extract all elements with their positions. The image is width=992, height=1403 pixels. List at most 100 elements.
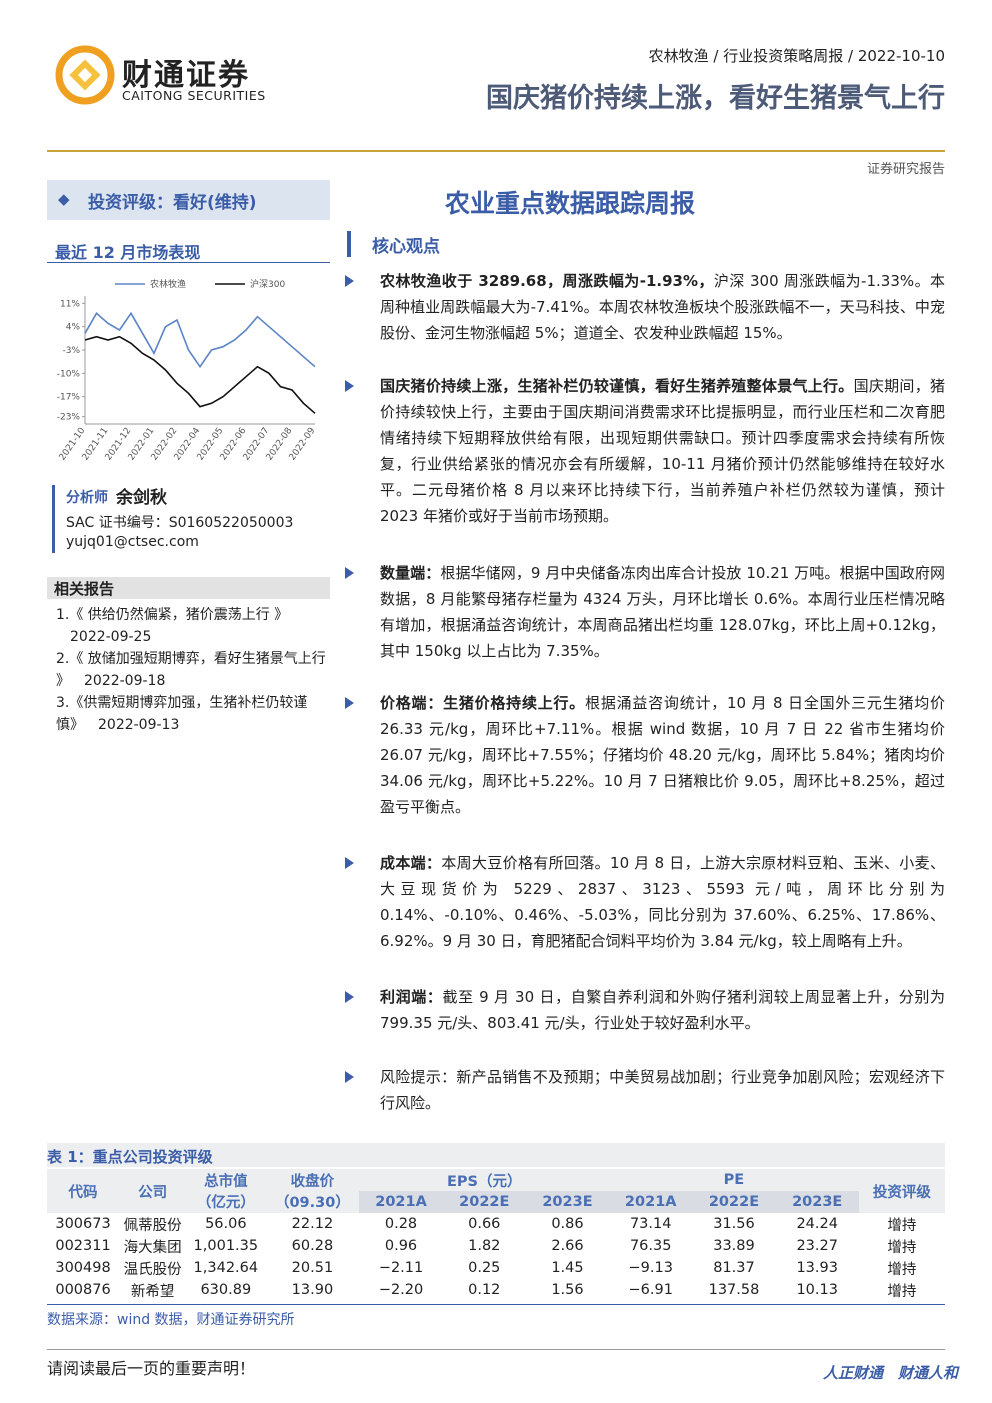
bullet-arrow — [345, 380, 354, 392]
header-cell: 投资评级 — [858, 1169, 945, 1213]
table-cell: 20.51 — [291, 1260, 334, 1276]
table-cell: 增持 — [887, 1261, 917, 1278]
logo-icon — [55, 45, 115, 105]
related-item: 1.《 供给仍然偏紧，猪价震荡上行 》 2022-09-25 — [56, 604, 328, 648]
table-cell: 60.28 — [291, 1238, 334, 1254]
related-date: 2022-09-18 — [84, 673, 166, 689]
y-tick-label: -3% — [62, 346, 80, 356]
section-title: 核心观点 — [372, 237, 440, 257]
table-cell: 73.14 — [629, 1216, 672, 1232]
table-cell: 1,342.64 — [193, 1260, 259, 1276]
bullet-body: 国庆期间，猪价持续较快上行，主要由于国庆期间消费需求环比提振明显，而行业压栏和二… — [380, 377, 945, 525]
related-date: 2022-09-25 — [70, 629, 152, 645]
header-cell: 公司 — [119, 1169, 187, 1213]
analyst-email: yujq01@ctsec.com — [66, 534, 199, 550]
table-row: 000876 新希望 630.89 13.90 −2.20 0.12 1.56 −6.91 13… — [47, 1279, 945, 1301]
rating-icon: ◆ — [58, 190, 70, 208]
footer-notice: 请阅读最后一页的重要声明！ — [47, 1359, 256, 1378]
table-rule — [47, 1304, 945, 1305]
bullet-text: 利润端：截至 9 月 30 日，自繁自养利润和外购仔猪利润较上周显著上升，分别为… — [380, 984, 945, 1036]
table-cell: −2.20 — [378, 1282, 424, 1298]
table-cell: 24.24 — [796, 1216, 838, 1232]
footer-slogan: 人正财通 财通人和 — [822, 1364, 958, 1382]
y-tick-label: -17% — [57, 393, 81, 403]
table-cell: 002311 — [55, 1238, 111, 1254]
rating-box — [47, 180, 330, 220]
header-line: （亿元） — [196, 1195, 255, 1211]
logo-cn: 财通证券 — [122, 58, 250, 93]
header-cell: PE — [609, 1169, 859, 1191]
bullet-lead: 农林牧渔收于 3289.68，周涨跌幅为-1.93%， — [380, 272, 714, 290]
bullet-text: 成本端：本周大豆价格有所回落。10 月 8 日，上游大宗原材料豆粕、玉米、小麦、… — [380, 850, 945, 954]
table-cell: 1.82 — [468, 1238, 501, 1254]
table-cell: 56.06 — [205, 1216, 247, 1232]
header-cell: EPS（元） — [359, 1169, 610, 1191]
bullet-lead: 国庆猪价持续上涨，生猪补栏仍较谨慎，看好生猪养殖整体景气上行。 — [380, 377, 854, 395]
table-cell: 0.12 — [468, 1282, 501, 1298]
main-title: 农业重点数据跟踪周报 — [444, 189, 695, 218]
y-tick-label: 11% — [60, 299, 80, 309]
y-tick-label: 4% — [66, 323, 81, 333]
bullet: 成本端：本周大豆价格有所回落。10 月 8 日，上游大宗原材料豆粕、玉米、小麦、… — [345, 850, 945, 954]
bullet-text: 农林牧渔收于 3289.68，周涨跌幅为-1.93%，沪深 300 周涨跌幅为-… — [380, 268, 945, 346]
y-tick-label: -23% — [57, 413, 81, 423]
bullet-arrow — [345, 275, 354, 287]
legend-label: 农林牧渔 — [150, 278, 186, 290]
table-cell: 76.35 — [629, 1238, 672, 1254]
table-cell: 81.37 — [713, 1260, 755, 1276]
bullet-arrow — [345, 567, 354, 579]
table-cell: 0.66 — [468, 1216, 501, 1232]
legend-label: 沪深300 — [250, 278, 285, 290]
chart-rule — [47, 262, 330, 263]
header-cell: 总市值 （亿元） — [186, 1169, 266, 1213]
table-row: 300673 佩蒂股份 56.06 22.12 0.28 0.66 0.86 73.14 31.… — [47, 1213, 945, 1235]
bullet: 风险提示：新产品销售不及预期；中美贸易战加剧；行业竞争加剧风险；宏观经济下行风险… — [345, 1064, 945, 1116]
footer-rule — [47, 1349, 945, 1350]
bullet-text: 价格端：生猪价格持续上行。根据涌益咨询统计，10 月 8 日全国外三元生猪均价 … — [380, 690, 945, 820]
doc-type: 证券研究报告 — [866, 162, 945, 177]
header-cell: 代码 — [47, 1169, 120, 1213]
table-cell: −2.11 — [378, 1260, 424, 1276]
header-cell: 2021A — [609, 1191, 693, 1213]
analyst-bar — [52, 485, 55, 553]
series-line — [84, 311, 316, 369]
table-cell: 13.90 — [291, 1282, 334, 1298]
rating-table: 代码 公司 总市值 （亿元） 收盘价 （09.30） EPS（元） PE 投资评级 2021A 20… — [47, 1169, 945, 1301]
bullet-lead: 利润端： — [380, 988, 443, 1006]
table-cell: 10.13 — [796, 1282, 838, 1298]
header-cell: 2022E — [692, 1191, 776, 1213]
bullet-arrow — [345, 857, 354, 869]
bullet-body: 根据涌益咨询统计，10 月 8 日全国外三元生猪均价 26.33 元/kg，周环… — [380, 694, 946, 816]
bullet: 国庆猪价持续上涨，生猪补栏仍较谨慎，看好生猪养殖整体景气上行。国庆期间，猪价持续… — [345, 373, 945, 529]
table-cell: 23.27 — [796, 1238, 838, 1254]
table-cell: 33.89 — [713, 1238, 755, 1254]
table-cell: 22.12 — [291, 1216, 334, 1232]
header-row: 2021A 2022E 2023E 2021A 2022E 2023E — [47, 1191, 945, 1213]
bullet-body: 截至 9 月 30 日，自繁自养利润和外购仔猪利润较上周显著上升，分别为 799… — [380, 988, 945, 1032]
table-cell: 1,001.35 — [193, 1238, 259, 1254]
y-tick-label: -10% — [57, 369, 81, 379]
section-bar — [347, 231, 351, 257]
table-cell: 0.28 — [384, 1216, 418, 1232]
related-date: 2022-09-13 — [98, 717, 180, 733]
table-cell: 佩蒂股份 — [123, 1217, 182, 1234]
header-rule — [47, 150, 945, 152]
series-line — [84, 335, 316, 414]
related-title: 1.《 供给仍然偏紧，猪价震荡上行 》 — [56, 607, 289, 623]
table-cell: 0.25 — [468, 1260, 501, 1276]
bullet-lead: 数量端： — [380, 564, 441, 582]
table-cell: 增持 — [887, 1239, 917, 1256]
analyst-name: 余剑秋 — [116, 488, 167, 508]
header-row: 代码 公司 总市值 （亿元） 收盘价 （09.30） EPS（元） PE 投资评级 — [47, 1169, 945, 1213]
table-cell: 2.66 — [551, 1238, 584, 1254]
bullet-arrow — [345, 1071, 354, 1083]
related-item: 2.《 放储加强短期博弈，看好生猪景气上行 》 2022-09-18 — [56, 648, 328, 692]
bullet-lead: 成本端： — [380, 854, 442, 872]
header-cell: 2022E — [442, 1191, 526, 1213]
bullet-text: 数量端：根据华储网，9 月中央储备冻肉出库合计投放 10.21 万吨。根据中国政… — [380, 560, 945, 664]
header-line: （09.30） — [274, 1195, 350, 1211]
bullet: 农林牧渔收于 3289.68，周涨跌幅为-1.93%，沪深 300 周涨跌幅为-… — [345, 268, 945, 346]
bullet-body: 风险提示：新产品销售不及预期；中美贸易战加剧；行业竞争加剧风险；宏观经济下行风险… — [380, 1068, 945, 1112]
